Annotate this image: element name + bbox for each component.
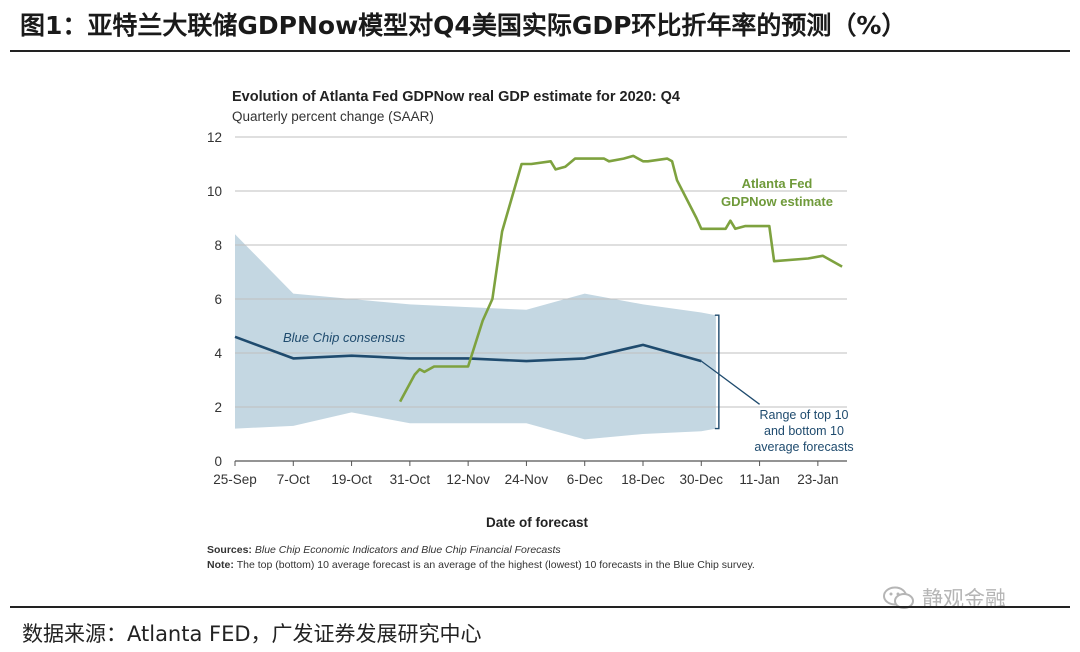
- source-text: 数据来源：Atlanta FED，广发证券发展研究中心: [22, 622, 482, 646]
- chart-subtitle: Quarterly percent change (SAAR): [232, 109, 434, 124]
- range-label: average forecasts: [754, 440, 853, 454]
- x-tick-label: 6-Dec: [567, 472, 603, 487]
- x-tick-label: 12-Nov: [446, 472, 490, 487]
- y-tick-label: 4: [214, 346, 222, 361]
- watermark-text: 静观金融: [922, 587, 1006, 611]
- watermark: 静观金融: [882, 583, 1006, 613]
- source-rule: [10, 606, 1070, 608]
- chart-title: Evolution of Atlanta Fed GDPNow real GDP…: [232, 89, 680, 105]
- y-tick-label: 12: [207, 130, 222, 145]
- x-tick-label: 24-Nov: [505, 472, 549, 487]
- x-tick-label: 25-Sep: [213, 472, 257, 487]
- note-text: Note: The top (bottom) 10 average foreca…: [207, 559, 755, 571]
- series-label-gdpnow: GDPNow estimate: [721, 194, 833, 209]
- series-label-blue-chip: Blue Chip consensus: [283, 330, 406, 345]
- x-tick-label: 23-Jan: [797, 472, 838, 487]
- y-tick-label: 2: [214, 400, 222, 415]
- wechat-icon: [883, 586, 914, 609]
- range-band: [235, 234, 716, 440]
- figure-title: 图1：亚特兰大联储GDPNow模型对Q4美国实际GDP环比折年率的预测（%）: [20, 11, 907, 40]
- series-label-gdpnow: Atlanta Fed: [742, 176, 813, 191]
- chart: Evolution of Atlanta Fed GDPNow real GDP…: [207, 89, 854, 571]
- sources-note: Sources: Blue Chip Economic Indicators a…: [207, 544, 561, 556]
- range-label: and bottom 10: [764, 424, 844, 438]
- series-line-blue-chip-projection: [700, 360, 760, 405]
- x-tick-label: 19-Oct: [331, 472, 372, 487]
- x-tick-label: 7-Oct: [277, 472, 310, 487]
- range-bracket: [714, 314, 720, 430]
- y-tick-label: 0: [214, 454, 222, 469]
- x-axis-title: Date of forecast: [486, 515, 589, 530]
- x-tick-label: 30-Dec: [680, 472, 724, 487]
- y-tick-label: 6: [214, 292, 222, 307]
- series-line-gdpnow: [398, 154, 843, 403]
- x-tick-label: 11-Jan: [739, 472, 779, 487]
- series-line-blue-chip: [234, 335, 702, 363]
- y-tick-label: 8: [214, 238, 222, 253]
- x-tick-label: 18-Dec: [621, 472, 665, 487]
- title-rule: [10, 50, 1070, 52]
- y-tick-label: 10: [207, 184, 222, 199]
- range-label: Range of top 10: [760, 408, 849, 422]
- x-tick-label: 31-Oct: [390, 472, 431, 487]
